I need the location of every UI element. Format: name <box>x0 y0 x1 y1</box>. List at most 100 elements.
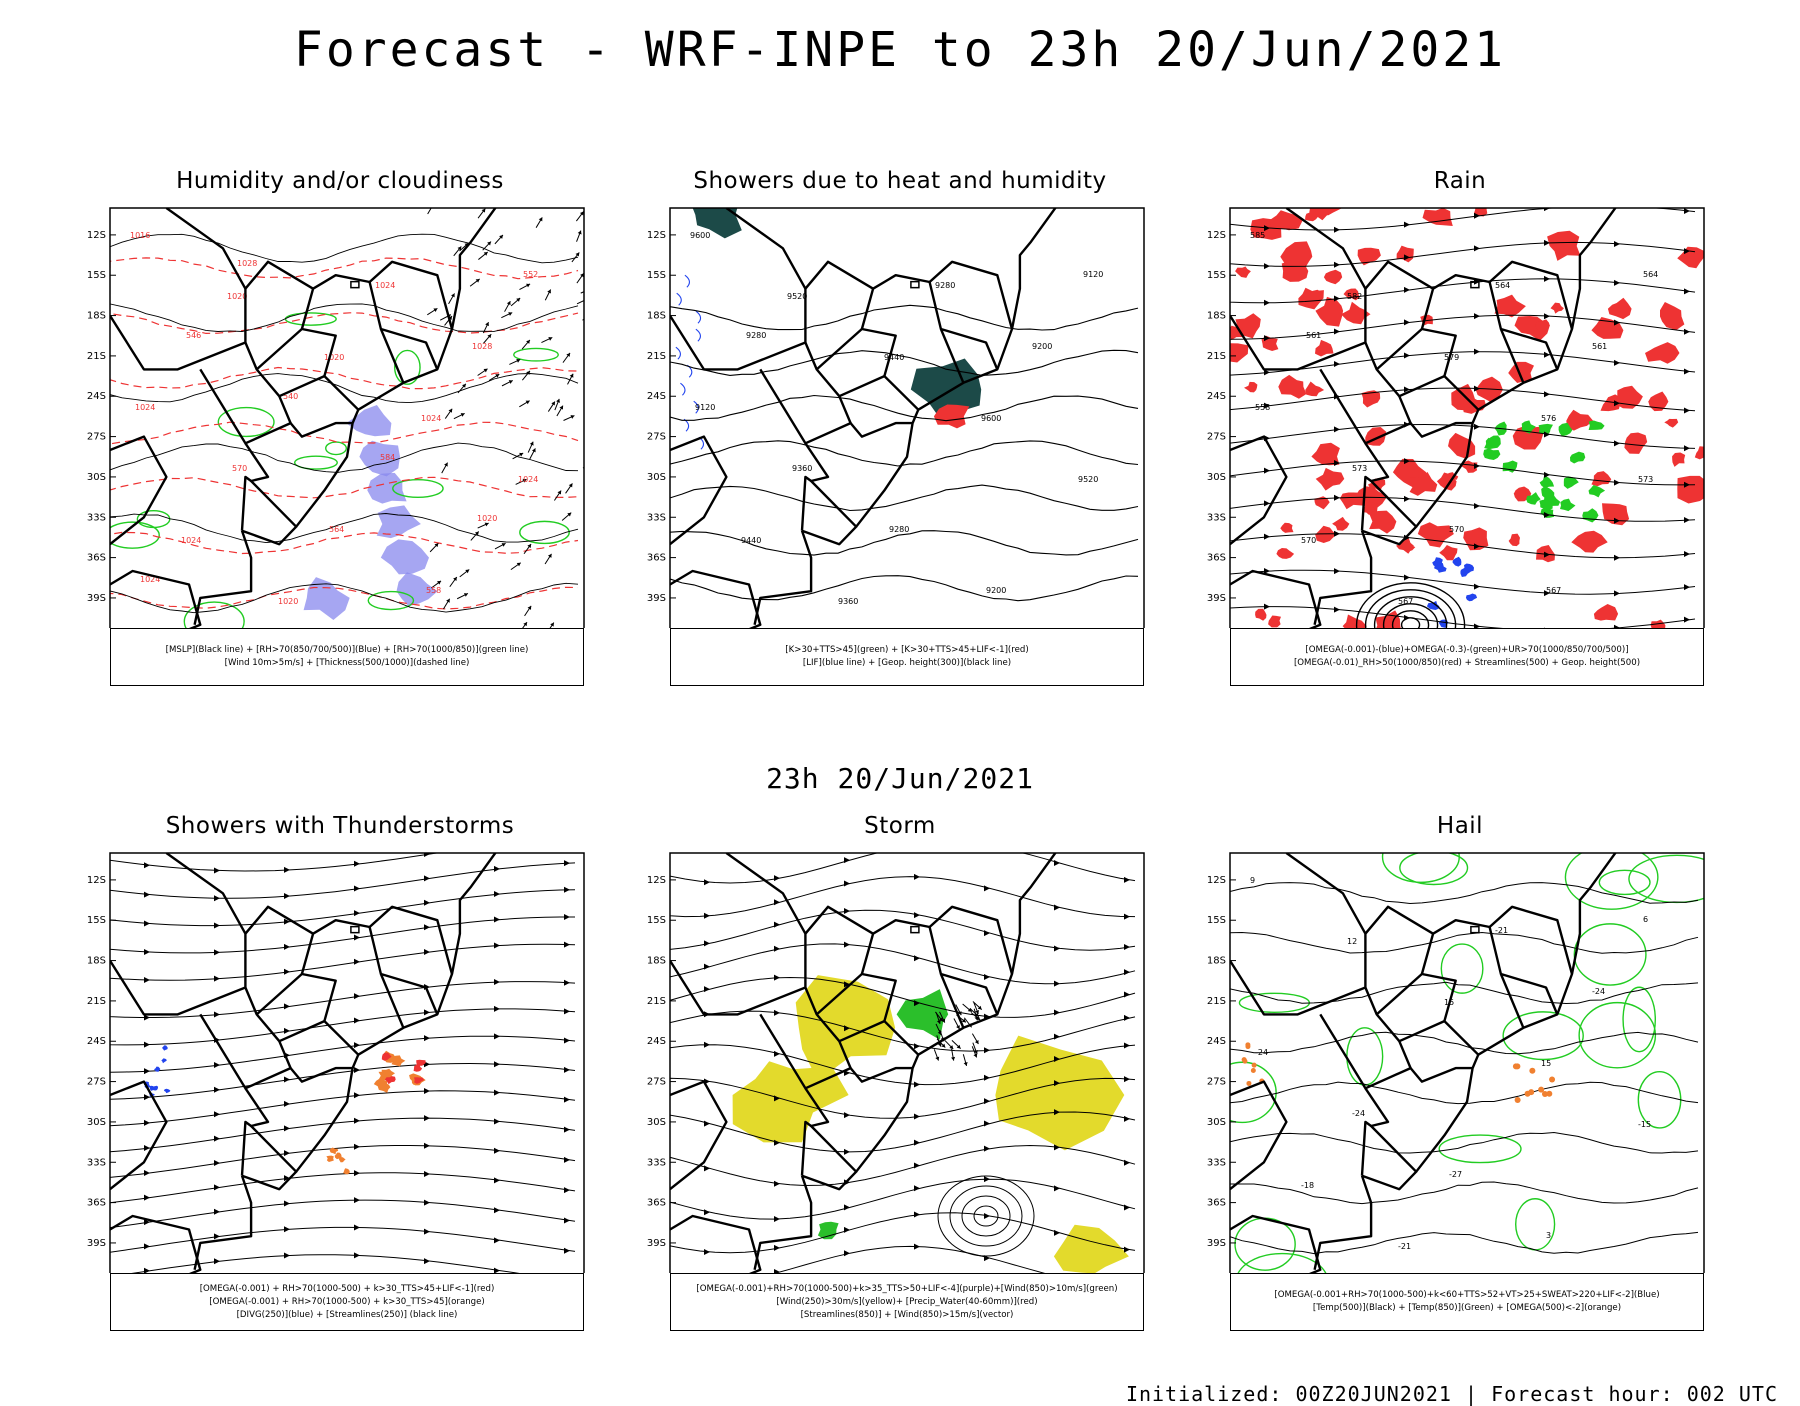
valid-time-title: 23h 20/Jun/2021 <box>0 762 1800 795</box>
contour-label: 9200 <box>986 586 1006 595</box>
contour-label: -21 <box>1495 926 1508 935</box>
contour-label: -24 <box>1352 1109 1365 1118</box>
lat-tick-label: 33S <box>1207 1157 1226 1168</box>
lat-tick-label: 36S <box>1207 553 1226 564</box>
legend-line: [OMEGA(-0.01)_RH>50(1000/850)(red) + Str… <box>1294 657 1640 670</box>
map-svg: 12S15S18S21S24S27S30S33S36S39S42S70W65W6… <box>620 813 1180 1273</box>
streamline-arrow <box>914 842 920 848</box>
contour-label: 573 <box>1638 475 1653 484</box>
contour-label: 9600 <box>690 231 710 240</box>
contour-label: 564 <box>1643 270 1658 279</box>
page-title: Forecast - WRF-INPE to 23h 20/Jun/2021 <box>0 22 1800 78</box>
contour-label: 1024 <box>421 414 441 423</box>
contour-label: -24 <box>1592 987 1605 996</box>
lat-tick-label: 18S <box>647 956 666 967</box>
contour-label: 558 <box>426 586 441 595</box>
contour-label: 6 <box>1643 915 1648 924</box>
lat-tick-label: 39S <box>1207 593 1226 604</box>
contour-label: 9280 <box>935 281 955 290</box>
lat-tick-label: 36S <box>647 553 666 564</box>
rh50-red-area <box>1677 476 1713 504</box>
legend-line: [OMEGA(-0.001) + RH>70(1000-500) + k>30_… <box>209 1296 485 1309</box>
contour-label: 570 <box>1301 536 1316 545</box>
map-svg: 1016102010201024102410241020102410281024… <box>60 168 620 628</box>
panel-legend: [K>30+TTS>45](green) + [K>30+TTS>45+LIF<… <box>670 628 1144 686</box>
omega-orange-area <box>1549 1077 1555 1083</box>
lat-tick-label: 39S <box>1207 1238 1226 1249</box>
lat-tick-label: 30S <box>87 472 106 483</box>
lat-tick-label: 24S <box>87 391 106 402</box>
contour-label: 546 <box>186 331 201 340</box>
lat-tick-label: 30S <box>1207 1117 1226 1128</box>
contour-label: 9280 <box>746 331 766 340</box>
contour-label: 564 <box>1495 281 1510 290</box>
map-panel-5: Storm12S15S18S21S24S27S30S33S36S39S42S70… <box>620 813 1180 1343</box>
lat-tick-label: 33S <box>647 512 666 523</box>
lat-tick-label: 18S <box>1207 956 1226 967</box>
panel-legend: [MSLP](Black line) + [RH>70(850/700/500)… <box>110 628 584 686</box>
map-background <box>110 208 584 628</box>
contour-label: 1024 <box>181 536 201 545</box>
omega-orange-area <box>1513 1063 1519 1069</box>
lat-tick-label: 30S <box>647 472 666 483</box>
contour-label: 564 <box>329 525 344 534</box>
lat-tick-label: 39S <box>87 593 106 604</box>
lat-tick-label: 12S <box>1207 230 1226 241</box>
lat-tick-label: 30S <box>647 1117 666 1128</box>
contour-label: 570 <box>232 464 247 473</box>
map-svg: 5855825795765735705675645615585735705675… <box>1180 168 1740 628</box>
streamline-arrow <box>984 843 990 849</box>
wind-vector <box>588 313 592 317</box>
lat-tick-label: 15S <box>647 270 666 281</box>
lat-tick-label: 27S <box>1207 432 1226 443</box>
lat-tick-label: 15S <box>1207 915 1226 926</box>
lat-tick-label: 27S <box>647 432 666 443</box>
lat-tick-label: 15S <box>647 915 666 926</box>
lat-tick-label: 12S <box>87 875 106 886</box>
contour-label: 3 <box>1546 1231 1551 1240</box>
lat-tick-label: 39S <box>647 593 666 604</box>
init-footer: Initialized: 00Z20JUN2021 | Forecast hou… <box>1126 1382 1778 1406</box>
contour-label: 573 <box>1352 464 1367 473</box>
contour-label: 9600 <box>981 414 1001 423</box>
lat-tick-label: 39S <box>647 1238 666 1249</box>
map-svg: 12S15S18S21S24S27S30S33S36S39S42S70W65W6… <box>60 813 620 1273</box>
lat-tick-label: 27S <box>1207 1077 1226 1088</box>
lat-tick-label: 18S <box>647 311 666 322</box>
contour-label: 567 <box>1398 597 1413 606</box>
contour-label: 9 <box>1250 876 1255 885</box>
lat-tick-label: 21S <box>647 351 666 362</box>
contour-label: 9360 <box>838 597 858 606</box>
lat-tick-label: 12S <box>647 230 666 241</box>
omega-orange-area <box>1542 1091 1548 1097</box>
map-svg: 9600952094409600952094409360928092009120… <box>620 168 1180 628</box>
omega-orange-area <box>1246 1081 1251 1086</box>
lat-tick-label: 15S <box>87 915 106 926</box>
lat-tick-label: 21S <box>1207 351 1226 362</box>
lat-tick-label: 33S <box>647 1157 666 1168</box>
lat-tick-label: 27S <box>647 1077 666 1088</box>
lat-tick-label: 15S <box>87 270 106 281</box>
lat-tick-label: 39S <box>87 1238 106 1249</box>
legend-line: [LIF](blue line) + [Geop. height(300)](b… <box>803 657 1011 670</box>
lat-tick-label: 30S <box>1207 472 1226 483</box>
legend-line: [MSLP](Black line) + [RH>70(850/700/500)… <box>166 644 529 657</box>
lat-tick-label: 27S <box>87 432 106 443</box>
contour-label: 9120 <box>695 403 715 412</box>
lat-tick-label: 36S <box>87 1198 106 1209</box>
panel-legend: [OMEGA(-0.001)-(blue)+OMEGA(-0.3)-(green… <box>1230 628 1704 686</box>
lat-tick-label: 36S <box>87 553 106 564</box>
legend-line: [K>30+TTS>45](green) + [K>30+TTS>45+LIF<… <box>785 644 1028 657</box>
lat-tick-label: 30S <box>87 1117 106 1128</box>
omega-orange-area <box>1529 1068 1535 1074</box>
lat-tick-label: 36S <box>1207 1198 1226 1209</box>
contour-label: -15 <box>1638 1120 1651 1129</box>
panel-legend: [OMEGA(-0.001+RH>70(1000-500)+k<60+TTS>5… <box>1230 1273 1704 1331</box>
contour-label: 1024 <box>135 403 155 412</box>
contour-label: 9520 <box>1078 475 1098 484</box>
lat-tick-label: 12S <box>1207 875 1226 886</box>
contour-label: 552 <box>523 270 538 279</box>
contour-label: -21 <box>1398 1242 1411 1251</box>
contour-label: -18 <box>1301 1181 1314 1190</box>
